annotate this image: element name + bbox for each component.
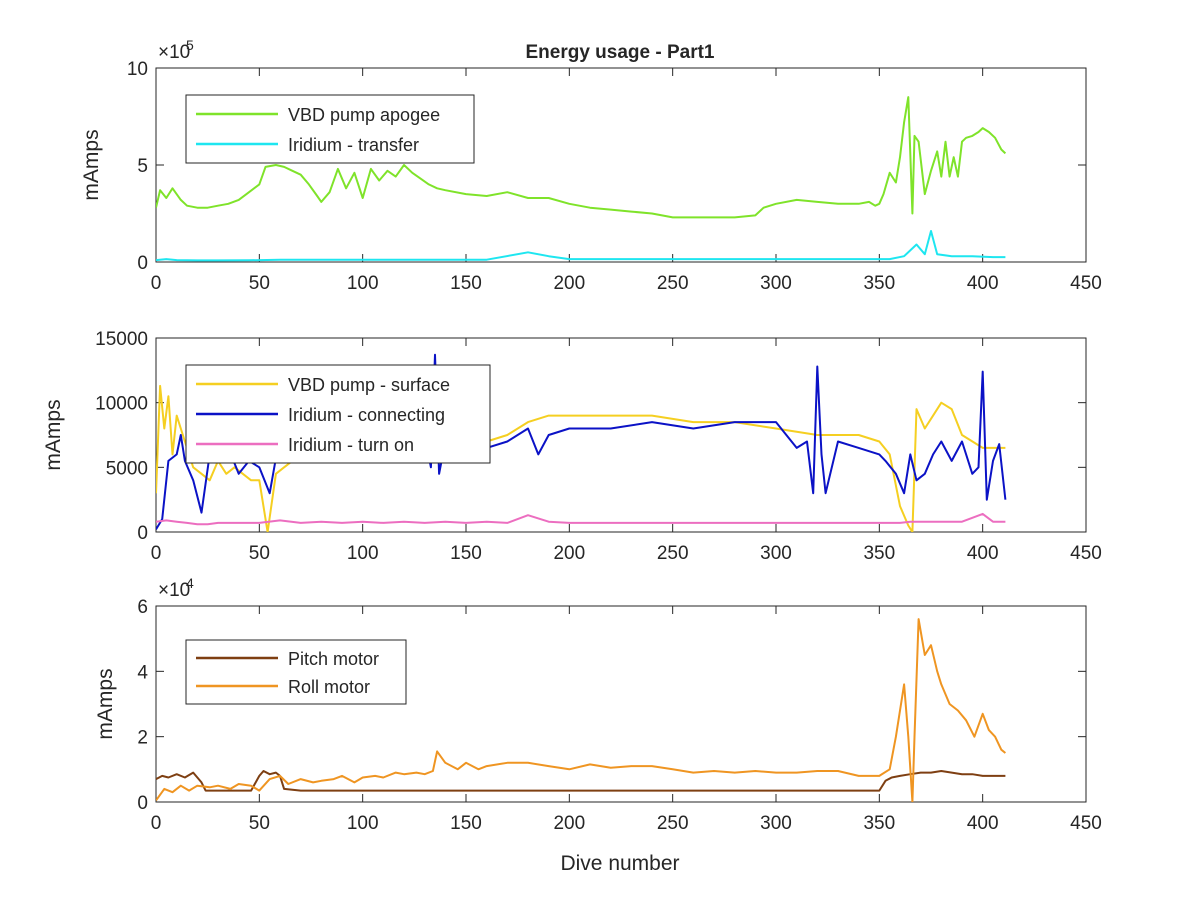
x-tick-label: 450 (1070, 543, 1102, 564)
x-tick-label: 150 (450, 813, 482, 834)
y-tick-label: 0 (137, 253, 148, 274)
figure-title: Energy usage - Part1 (525, 42, 714, 63)
legend-label: VBD pump - surface (288, 375, 450, 395)
y-axis-label: mAmps (80, 129, 103, 200)
legend-label: VBD pump apogee (288, 105, 440, 125)
legend: VBD pump - surface Iridium - connecting Ir… (185, 364, 491, 464)
x-tick-label: 0 (151, 543, 162, 564)
x-tick-label: 350 (863, 543, 895, 564)
x-tick-label: 400 (967, 813, 999, 834)
x-tick-label: 300 (760, 543, 792, 564)
y-tick-label: 0 (137, 793, 148, 814)
legend: VBD pump apogee Iridium - transfer (185, 94, 475, 164)
series-line-pitch-motor (156, 770, 1006, 792)
x-tick-label: 250 (657, 273, 689, 294)
legend-label: Pitch motor (288, 649, 379, 669)
x-tick-label: 200 (553, 543, 585, 564)
x-tick-label: 100 (347, 543, 379, 564)
x-tick-label: 350 (863, 813, 895, 834)
legend-label: Roll motor (288, 677, 370, 697)
series-line-roll-motor (156, 618, 1007, 802)
y-axis-label: mAmps (94, 668, 117, 739)
subplots-container: 0 50 100 150 200 250 300 350 400 4500510×105mAmps… (42, 37, 1102, 834)
x-tick-label: 400 (967, 543, 999, 564)
x-tick-label: 300 (760, 813, 792, 834)
y-exponent-power: 5 (186, 37, 194, 53)
x-tick-label: 300 (760, 273, 792, 294)
x-tick-label: 250 (657, 543, 689, 564)
series-line-vbd-pump-apogee (156, 96, 1007, 219)
y-axis-label: mAmps (42, 399, 65, 470)
legend: Pitch motor Roll motor (185, 639, 407, 705)
x-tick-label: 400 (967, 273, 999, 294)
x-tick-label: 50 (249, 273, 270, 294)
legend-box (185, 94, 475, 164)
legend-label: Iridium - connecting (288, 405, 445, 425)
series-line-iridium-connecting (156, 353, 1007, 530)
x-tick-label: 200 (553, 813, 585, 834)
legend-box (185, 639, 407, 705)
y-tick-label: 15000 (95, 329, 148, 350)
x-tick-label: 250 (657, 813, 689, 834)
y-exponent-power: 4 (186, 575, 194, 591)
series-line-iridium-turn-on (156, 512, 1006, 526)
x-tick-label: 450 (1070, 813, 1102, 834)
x-tick-label: 0 (151, 273, 162, 294)
y-tick-label: 6 (137, 597, 148, 618)
subplot-1: 0 50 100 150 200 250 300 350 400 4500510×105mAmps… (80, 37, 1102, 294)
x-tick-label: 50 (249, 543, 270, 564)
series-line-iridium-transfer (156, 230, 1006, 262)
x-tick-label: 350 (863, 273, 895, 294)
legend-label: Iridium - transfer (288, 135, 419, 155)
x-tick-label: 50 (249, 813, 270, 834)
x-tick-label: 100 (347, 273, 379, 294)
x-tick-label: 200 (553, 273, 585, 294)
x-tick-label: 150 (450, 543, 482, 564)
x-tick-label: 100 (347, 813, 379, 834)
y-tick-label: 10000 (95, 394, 148, 415)
y-tick-label: 5000 (106, 458, 148, 479)
subplot-2: 0 50 100 150 200 250 300 350 400 450 0 5000 10000 150… (42, 329, 1102, 564)
legend-label: Iridium - turn on (288, 435, 414, 455)
x-tick-label: 150 (450, 273, 482, 294)
y-tick-label: 10 (127, 59, 148, 80)
x-tick-label: 450 (1070, 273, 1102, 294)
x-tick-label: 0 (151, 813, 162, 834)
y-tick-label: 2 (137, 728, 148, 749)
y-exponent-label: ×10 (158, 42, 190, 63)
y-tick-label: 0 (137, 523, 148, 544)
y-tick-label: 5 (137, 156, 148, 177)
y-tick-label: 4 (137, 662, 148, 683)
y-exponent-label: ×10 (158, 580, 190, 601)
x-axis-label: Dive number (560, 852, 679, 875)
subplot-3: 0 50 100 150 200 250 300 350 400 4500246×104mAmps… (94, 575, 1102, 834)
